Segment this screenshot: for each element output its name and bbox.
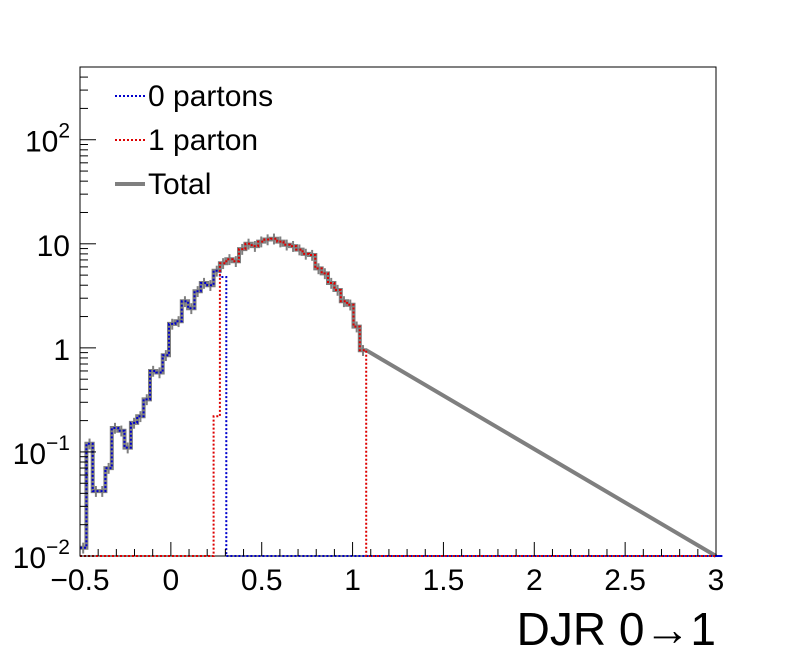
- series-1-parton: [80, 237, 716, 557]
- axes: −0.5 0 0.5 1 1.5 2 2.5 3 10−2 10−1 1 10 102: [13, 66, 725, 597]
- x-tick-label: 1: [344, 564, 361, 597]
- series-0-partons: [80, 269, 723, 557]
- series-total-error-bars: [82, 233, 365, 554]
- y-tick-label: 10−1: [13, 432, 70, 471]
- y-tick-label: 10: [37, 230, 70, 263]
- legend-label-0-partons: 0 partons: [148, 80, 273, 113]
- legend-label-total: Total: [148, 168, 211, 201]
- legend-label-1-parton: 1 parton: [148, 124, 258, 157]
- x-tick-label: 2.5: [604, 564, 646, 597]
- legend: 0 partons 1 parton Total: [115, 80, 273, 201]
- series-total: [80, 236, 718, 558]
- x-tick-label: 0: [163, 564, 180, 597]
- x-tick-label: 0.5: [241, 564, 283, 597]
- x-axis-title: DJR 0→1: [517, 603, 716, 655]
- x-tick-label: 3: [708, 564, 725, 597]
- y-tick-label: 10−2: [13, 536, 70, 575]
- x-tick-label: −0.5: [50, 564, 109, 597]
- y-tick-label: 102: [25, 120, 70, 159]
- x-tick-label: 1.5: [423, 564, 465, 597]
- y-tick-label: 1: [53, 334, 70, 367]
- x-tick-label: 2: [526, 564, 543, 597]
- histogram-series: [80, 233, 723, 558]
